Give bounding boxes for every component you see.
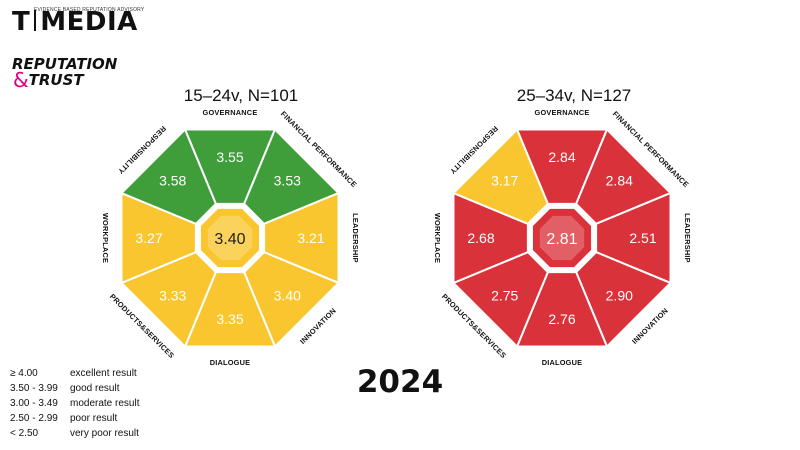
dimension-label: WORKPLACE bbox=[101, 213, 110, 263]
dimension-label: LEADERSHIP bbox=[351, 213, 360, 263]
dimension-label: DIALOGUE bbox=[542, 358, 583, 367]
legend-range: 2.50 - 2.99 bbox=[10, 413, 58, 424]
dimension-label: DIALOGUE bbox=[210, 358, 251, 367]
segment-value: 2.76 bbox=[548, 311, 575, 327]
logo-trust-line: &TRUST bbox=[13, 70, 117, 90]
segment-value: 3.58 bbox=[159, 173, 186, 189]
center-highlight bbox=[539, 215, 585, 261]
reputation-trust-logo: REPUTATION &TRUST bbox=[12, 55, 118, 90]
legend-row: < 2.50 very poor result bbox=[10, 426, 139, 441]
logo-divider bbox=[34, 10, 37, 31]
segment-value: 3.33 bbox=[159, 287, 186, 303]
octagon-outline bbox=[119, 127, 341, 349]
segment-value: 3.35 bbox=[216, 311, 243, 327]
center-highlight bbox=[207, 215, 253, 261]
center-octagon bbox=[199, 207, 261, 269]
legend-range: 3.50 - 3.99 bbox=[10, 383, 58, 394]
tmedia-logo: T MEDIA bbox=[12, 9, 138, 35]
panel-title-25-34: 25–34v, N=127 bbox=[516, 86, 632, 105]
legend-range: 3.00 - 3.49 bbox=[10, 398, 58, 409]
legend-range: ≥ 4.00 bbox=[10, 368, 38, 379]
segment-value: 2.68 bbox=[467, 230, 494, 246]
segment-value: 2.51 bbox=[629, 230, 656, 246]
dimension-label: GOVERNANCE bbox=[203, 108, 258, 117]
segment-value: 3.27 bbox=[135, 230, 162, 246]
segment-value: 3.55 bbox=[216, 149, 243, 165]
logo-reputation: REPUTATION bbox=[12, 55, 118, 73]
dimension-label: LEADERSHIP bbox=[683, 213, 692, 263]
center-octagon bbox=[531, 207, 593, 269]
segment-value: 3.17 bbox=[491, 173, 518, 189]
legend-row: 2.50 - 2.99 poor result bbox=[10, 411, 139, 426]
legend-range: < 2.50 bbox=[10, 428, 39, 439]
center-value: 2.81 bbox=[546, 231, 577, 248]
legend-label: very poor result bbox=[70, 428, 139, 439]
logo-t: T bbox=[12, 7, 31, 37]
segment-value: 2.84 bbox=[548, 149, 575, 165]
segment-value: 2.75 bbox=[491, 287, 518, 303]
year-label: 2024 bbox=[356, 364, 444, 400]
logo-trust: TRUST bbox=[28, 71, 84, 89]
legend-label: poor result bbox=[70, 413, 118, 424]
logo-ampersand: & bbox=[13, 68, 29, 92]
logo-media: MEDIA bbox=[40, 7, 138, 37]
legend-row: ≥ 4.00 excellent result bbox=[10, 366, 139, 381]
legend-label: excellent result bbox=[70, 368, 137, 379]
center-value: 3.40 bbox=[214, 231, 245, 248]
segment-value: 3.53 bbox=[274, 173, 301, 189]
score-legend: ≥ 4.00 excellent result 3.50 - 3.99 good re… bbox=[10, 366, 139, 441]
segment-value: 3.40 bbox=[274, 287, 301, 303]
legend-label: good result bbox=[70, 383, 120, 394]
panel-title-15-24: 15–24v, N=101 bbox=[183, 86, 299, 105]
legend-row: 3.50 - 3.99 good result bbox=[10, 381, 139, 396]
octagon-outline bbox=[451, 127, 673, 349]
dimension-label: GOVERNANCE bbox=[535, 108, 590, 117]
segment-value: 3.21 bbox=[297, 230, 324, 246]
logo-tagline: EVIDENCE BASED REPUTATION ADVISORY bbox=[34, 7, 145, 13]
segment-value: 2.90 bbox=[606, 287, 633, 303]
segment-value: 2.84 bbox=[606, 173, 633, 189]
dimension-label: WORKPLACE bbox=[433, 213, 442, 263]
legend-label: moderate result bbox=[70, 398, 140, 409]
legend-row: 3.00 - 3.49 moderate result bbox=[10, 396, 139, 411]
